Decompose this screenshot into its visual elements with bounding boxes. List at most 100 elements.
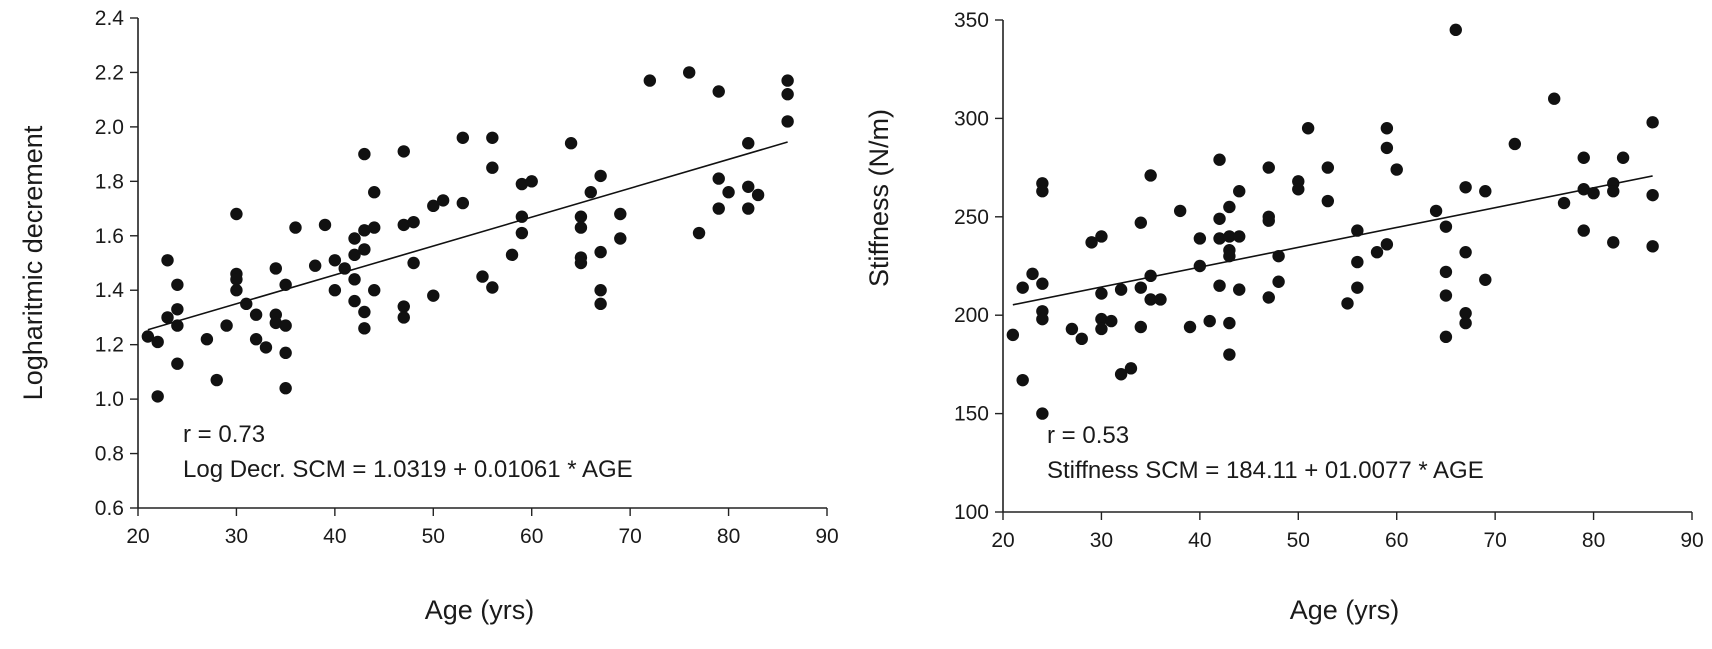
data-point	[269, 262, 282, 275]
data-point	[1439, 289, 1453, 302]
y-tick-label: 100	[954, 501, 989, 524]
data-point	[240, 297, 253, 311]
data-point	[1213, 153, 1226, 166]
data-point	[594, 284, 607, 297]
x-tick-label: 80	[717, 525, 740, 548]
data-point	[328, 284, 342, 297]
data-point	[1203, 314, 1216, 328]
data-point	[614, 232, 627, 245]
y-tick-label: 350	[954, 9, 989, 32]
data-point	[407, 256, 420, 270]
data-point	[1439, 330, 1453, 344]
data-point	[1351, 255, 1364, 269]
data-point	[151, 335, 164, 349]
data-point	[1144, 293, 1157, 306]
correlation-annotation: r = 0.53	[1047, 422, 1129, 449]
data-point	[1262, 291, 1275, 304]
data-point	[436, 194, 450, 207]
data-point	[456, 196, 470, 210]
data-point	[1036, 185, 1049, 198]
data-point	[141, 330, 155, 343]
data-point	[515, 226, 529, 240]
data-point	[1616, 151, 1630, 164]
data-point	[1577, 151, 1590, 164]
data-point	[574, 256, 588, 270]
data-point	[269, 316, 282, 330]
data-point	[1449, 23, 1462, 37]
data-point	[279, 382, 292, 395]
y-tick-label: 1.0	[95, 388, 124, 411]
x-tick-label: 80	[1582, 529, 1605, 552]
data-point	[751, 188, 765, 202]
y-tick-label: 250	[954, 206, 989, 229]
x-tick-label: 20	[991, 529, 1014, 552]
data-point	[515, 177, 529, 191]
y-tick-label: 2.2	[95, 61, 124, 84]
y-tick-label: 0.8	[95, 443, 124, 466]
data-point	[1459, 246, 1472, 259]
data-point	[1036, 312, 1049, 326]
data-point	[1321, 194, 1335, 208]
data-point	[1193, 232, 1207, 245]
data-point	[712, 85, 725, 98]
data-point	[151, 390, 164, 403]
data-point	[1479, 273, 1492, 286]
y-tick-label: 1.8	[95, 170, 124, 193]
data-point	[692, 226, 706, 240]
x-tick-label: 70	[618, 525, 641, 548]
data-point	[1262, 214, 1275, 227]
data-point	[1026, 267, 1039, 281]
data-point	[358, 147, 371, 161]
data-point	[171, 278, 184, 291]
data-point	[1646, 188, 1659, 202]
data-point	[781, 74, 794, 87]
data-point	[171, 319, 184, 332]
data-point	[289, 221, 302, 234]
data-point	[1105, 314, 1118, 328]
data-point	[338, 262, 351, 275]
data-point	[348, 232, 361, 245]
data-point	[230, 207, 243, 221]
data-point	[1380, 238, 1394, 251]
data-point	[1173, 204, 1187, 218]
data-point	[348, 273, 361, 286]
data-point	[643, 74, 657, 87]
data-point	[1036, 407, 1049, 420]
data-point	[1607, 185, 1620, 198]
data-point	[1587, 186, 1600, 200]
data-point	[249, 308, 263, 321]
data-point	[1223, 230, 1236, 243]
data-point	[574, 221, 588, 234]
data-point	[397, 145, 410, 158]
x-tick-label: 60	[1385, 529, 1408, 552]
data-point	[358, 305, 371, 319]
data-point	[230, 273, 243, 286]
data-point	[1262, 161, 1275, 174]
data-point	[368, 186, 381, 199]
data-point	[594, 169, 607, 183]
data-point	[1233, 283, 1246, 296]
data-point	[525, 175, 538, 188]
x-tick-label: 50	[1287, 529, 1310, 552]
y-tick-label: 1.4	[95, 279, 125, 302]
data-point	[1351, 224, 1364, 237]
data-point	[230, 284, 243, 297]
regression-line	[1012, 175, 1653, 306]
x-tick-label: 40	[323, 525, 346, 548]
data-point	[308, 259, 322, 272]
data-point	[1351, 281, 1364, 294]
data-point	[1341, 297, 1354, 310]
data-point	[486, 281, 499, 294]
regression-line	[147, 141, 788, 331]
data-point	[584, 186, 597, 199]
data-point	[358, 243, 371, 256]
data-point	[1134, 320, 1148, 334]
data-point	[781, 88, 794, 101]
data-point	[259, 341, 273, 354]
data-point	[210, 373, 223, 387]
regression-equation-annotation: Stiffness SCM = 184.11 + 01.0077 * AGE	[1047, 457, 1484, 484]
data-point	[397, 300, 410, 313]
data-point	[358, 224, 371, 237]
data-point	[486, 161, 499, 174]
